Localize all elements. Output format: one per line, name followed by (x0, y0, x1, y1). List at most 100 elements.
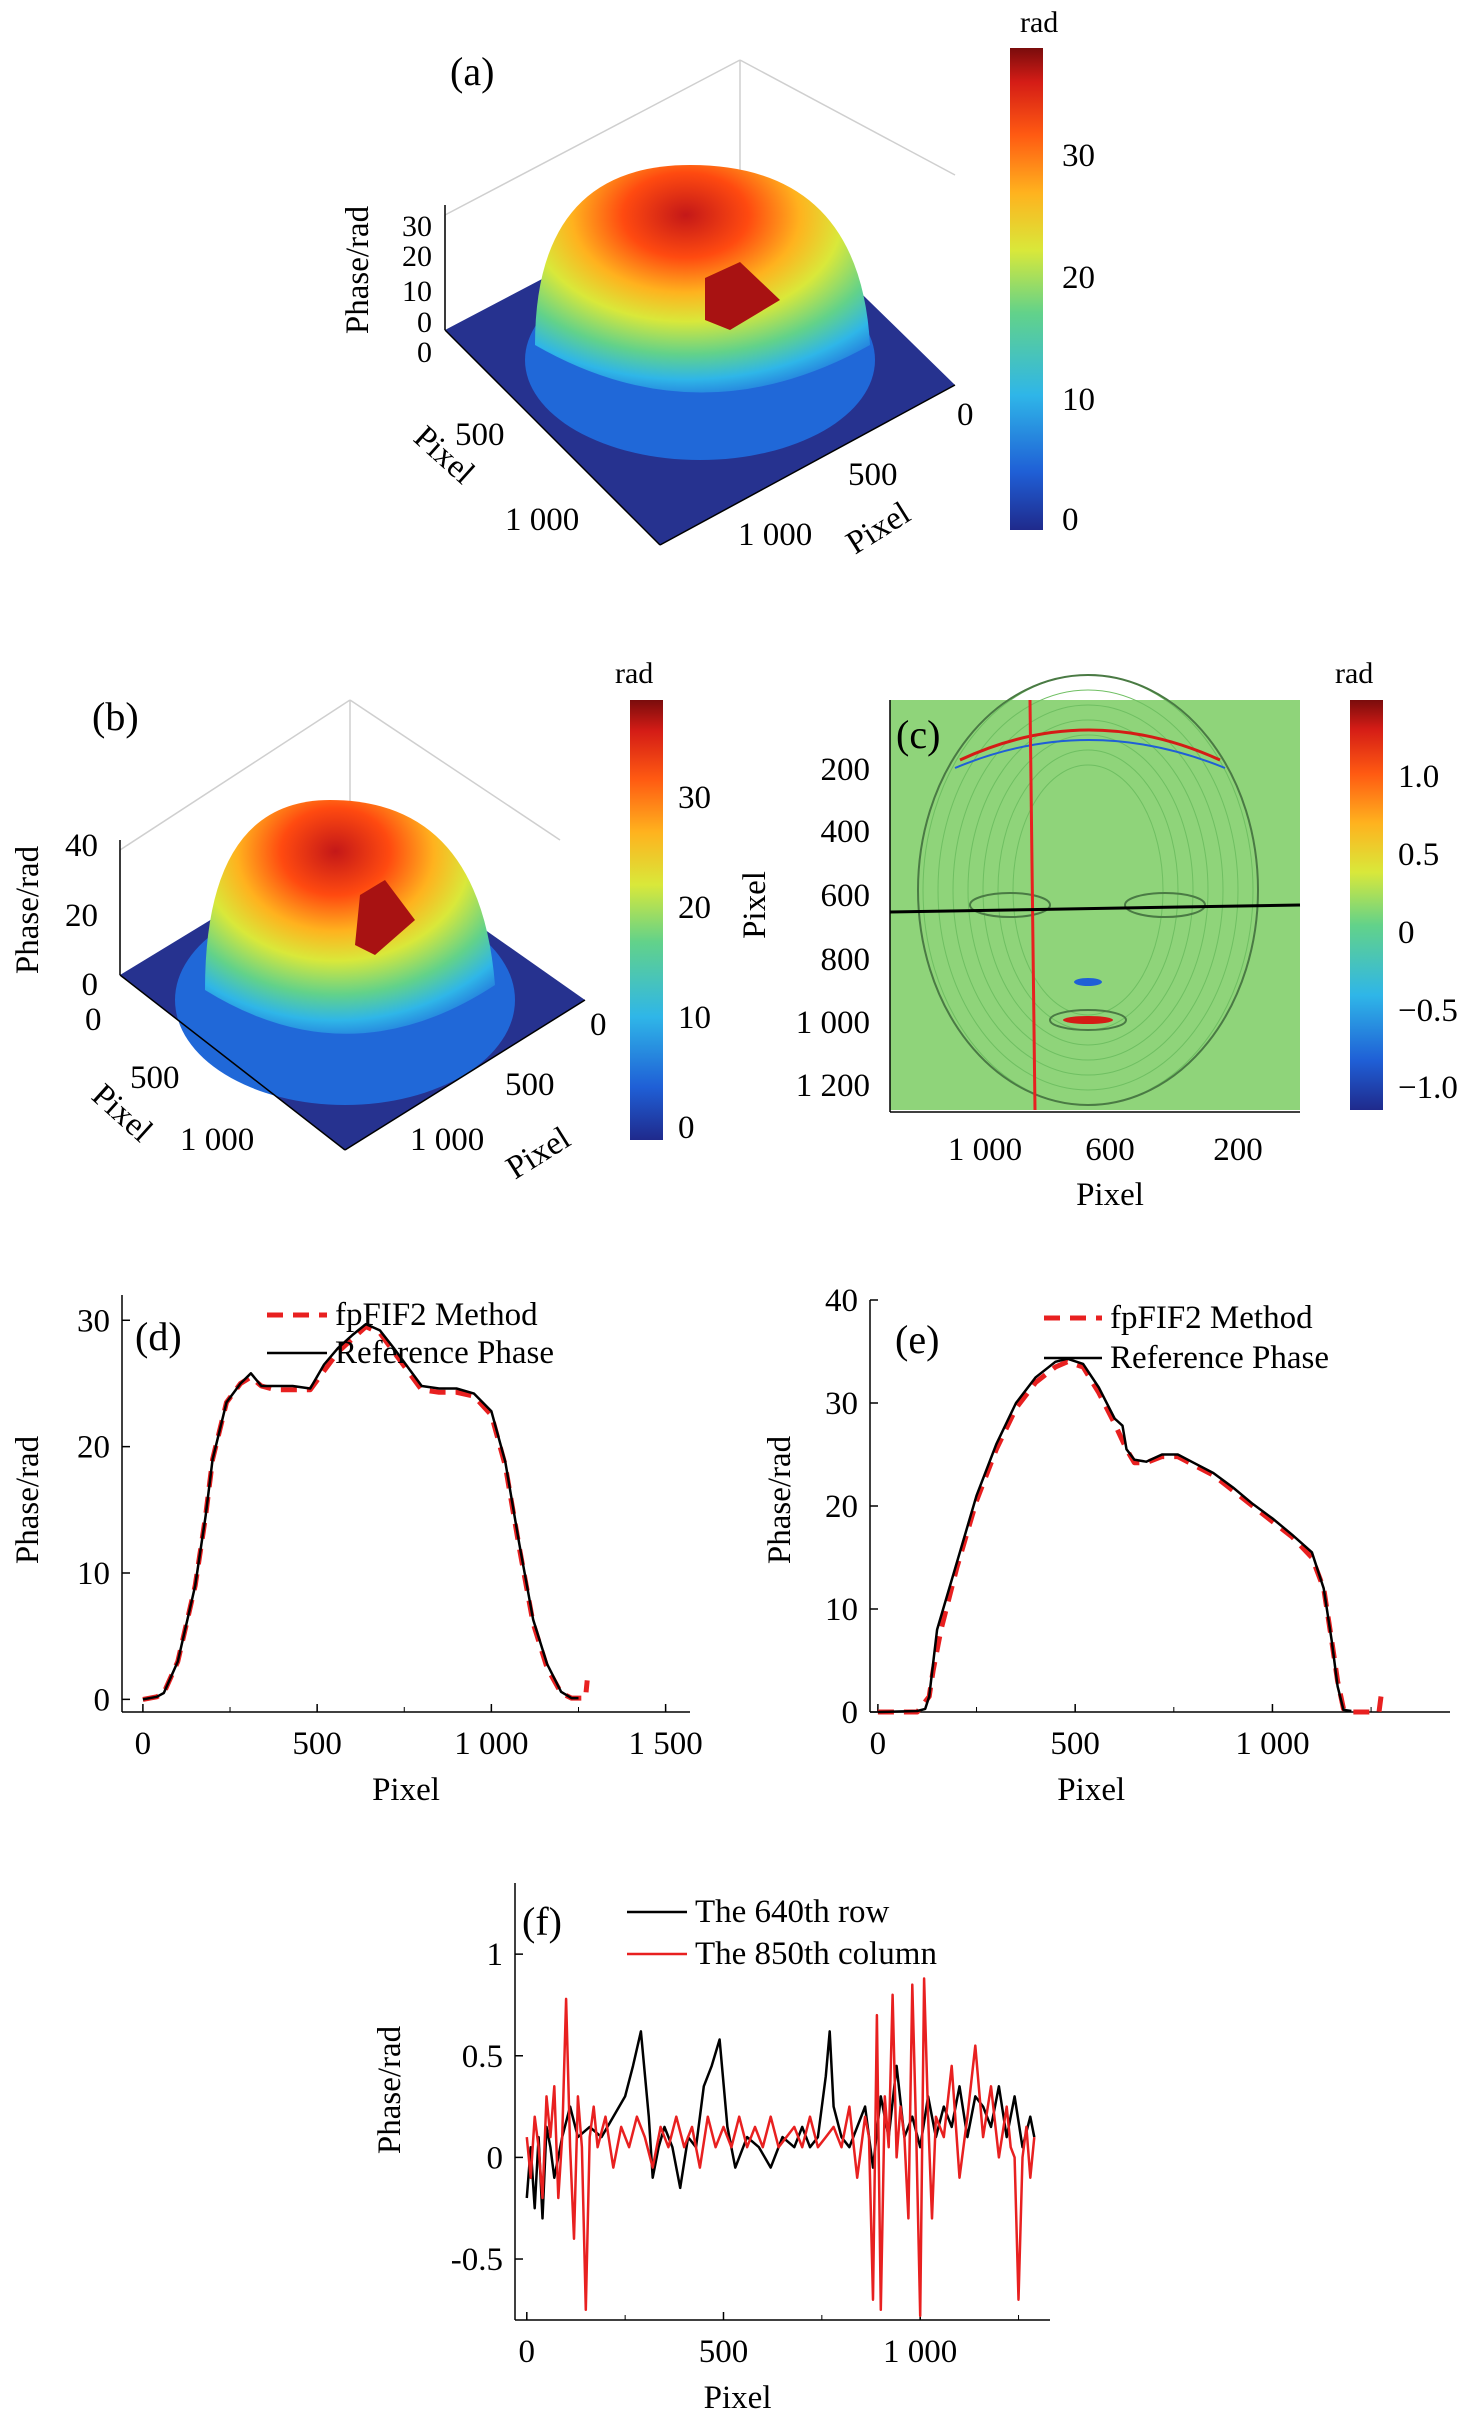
y-axis-label-f: Phase/rad (372, 2025, 408, 2154)
y-tick-label-e: 40 (825, 1283, 858, 1319)
y-tick-label-d: 20 (77, 1430, 110, 1466)
colorbar-tick-a-20: 20 (1062, 260, 1095, 296)
panel-label-d: (d) (135, 1314, 182, 1359)
colorbar-tick-b-10: 10 (678, 1000, 711, 1036)
z-tick-a-30: 30 (402, 210, 432, 243)
y-tick-c-1200: 1 200 (796, 1068, 870, 1104)
x-tick-label-f: 0 (519, 2334, 536, 2370)
y-tick-label-d: 0 (94, 1682, 111, 1718)
z-tick-a-0: 0 (417, 306, 432, 339)
y-tick-label-f: 1 (487, 1937, 504, 1973)
panel-b: (b) Phase/rad 40 20 0 0 500 1 000 Pixel … (10, 657, 711, 1187)
z-tick-b-20: 20 (65, 898, 98, 934)
z-tick-a-0b: 0 (417, 336, 432, 369)
y-axis-label-a: Pixel (840, 495, 917, 561)
x-tick-a-500: 500 (455, 417, 505, 453)
y-tick-b-0: 0 (590, 1007, 607, 1043)
legend-label-f-1: The 850th column (695, 1936, 937, 1972)
x-tick-b-500: 500 (130, 1060, 180, 1096)
y-tick-c-400: 400 (821, 814, 871, 850)
series-line-f-1 (525, 1977, 1036, 2318)
x-tick-label-d: 1 000 (454, 1726, 528, 1762)
panel-label-f: (f) (522, 1899, 562, 1944)
x-axis-label-d: Pixel (372, 1772, 440, 1808)
x-tick-a-1000: 1 000 (505, 502, 579, 538)
x-tick-label-d: 500 (292, 1726, 342, 1762)
x-tick-b-1000: 1 000 (180, 1122, 254, 1158)
y-tick-b-1000: 1 000 (410, 1122, 484, 1158)
face-outline (917, 674, 1259, 1106)
panel-a: (a) Phase/rad 30 20 10 0 0 500 1 000 Pix… (340, 6, 1095, 562)
colorbar-a (1010, 48, 1043, 530)
x-tick-c-600: 600 (1085, 1132, 1135, 1168)
z-axis-label-a: Phase/rad (340, 205, 376, 334)
x-tick-label-d: 1 500 (628, 1726, 702, 1762)
y-tick-c-200: 200 (821, 752, 871, 788)
colorbar-tick-c-neg1: −1.0 (1398, 1070, 1458, 1106)
colorbar-tick-c-neg0.5: −0.5 (1398, 993, 1458, 1029)
colorbar-c (1350, 700, 1383, 1110)
colorbar-tick-c-1: 1.0 (1398, 759, 1439, 795)
x-tick-label-e: 500 (1050, 1726, 1100, 1762)
y-axis-label-d: Phase/rad (10, 1435, 46, 1564)
row-profile-line (889, 903, 1301, 914)
y-axis-label-c: Pixel (737, 871, 773, 939)
y-tick-label-f: -0.5 (451, 2242, 503, 2278)
series-line-e-1 (877, 1357, 1352, 1714)
column-profile-line (1028, 699, 1037, 1111)
y-tick-label-f: 0 (487, 2140, 504, 2176)
z-axis-label-b: Phase/rad (10, 845, 46, 974)
x-tick-label-e: 1 000 (1235, 1726, 1309, 1762)
y-tick-a-0: 0 (957, 397, 974, 433)
x-tick-label-d: 0 (135, 1726, 152, 1762)
colorbar-tick-c-0.5: 0.5 (1398, 837, 1439, 873)
panel-c: (c) Pixel 200 400 600 800 1 000 1 200 1 … (737, 657, 1458, 1213)
y-tick-label-e: 10 (825, 1592, 858, 1628)
legend-label-d-1: Reference Phase (335, 1335, 554, 1371)
y-tick-label-e: 20 (825, 1489, 858, 1525)
y-tick-label-e: 30 (825, 1386, 858, 1422)
x-tick-label-f: 500 (699, 2334, 749, 2370)
panel-label-b: (b) (92, 694, 139, 739)
x-tick-label-f: 1 000 (883, 2334, 957, 2370)
colorbar-tick-c-0: 0 (1398, 915, 1415, 951)
panel-e: 0 500 1 000 0 10 20 30 40 (e) Pixel Phase/rad fpFIF… (762, 1283, 1450, 1808)
y-tick-label-f: 0.5 (462, 2039, 503, 2075)
series-line-f-0 (525, 2030, 1036, 2220)
y-tick-c-1000: 1 000 (796, 1005, 870, 1041)
colorbar-unit-a: rad (1020, 6, 1058, 39)
colorbar-unit-b: rad (615, 657, 653, 690)
y-axis-label-b: Pixel (500, 1120, 577, 1186)
x-tick-c-200: 200 (1213, 1132, 1263, 1168)
colorbar-tick-b-20: 20 (678, 890, 711, 926)
legend-label-e-1: Reference Phase (1110, 1340, 1329, 1376)
colorbar-tick-b-0: 0 (678, 1110, 695, 1146)
z-tick-a-20: 20 (402, 240, 432, 273)
z-tick-b-40: 40 (65, 828, 98, 864)
y-tick-a-500: 500 (848, 457, 898, 493)
y-tick-label-d: 10 (77, 1556, 110, 1592)
panel-label-a: (a) (450, 49, 494, 94)
panel-label-c: (c) (896, 712, 940, 757)
x-tick-b-0: 0 (85, 1002, 102, 1038)
z-tick-a-10: 10 (402, 275, 432, 308)
colorbar-unit-c: rad (1335, 657, 1373, 690)
x-tick-label-e: 0 (870, 1726, 887, 1762)
x-tick-c-1000: 1 000 (948, 1132, 1022, 1168)
x-axis-label-c: Pixel (1076, 1177, 1144, 1213)
y-axis-label-e: Phase/rad (762, 1435, 798, 1564)
panel-label-e: (e) (895, 1317, 939, 1362)
x-axis-label-f: Pixel (704, 2380, 772, 2416)
colorbar-tick-b-30: 30 (678, 780, 711, 816)
series-line-d-1 (142, 1322, 579, 1701)
colorbar-tick-a-30: 30 (1062, 138, 1095, 174)
y-tick-b-500: 500 (505, 1067, 555, 1103)
y-tick-label-d: 30 (77, 1303, 110, 1339)
y-tick-label-e: 0 (842, 1695, 859, 1731)
panel-f: 0 500 1 000 -0.5 0 0.5 1 (f) Pixel Phase/rad The 6… (372, 1883, 1050, 2416)
series-line-d-0 (142, 1324, 590, 1702)
x-axis-label-e: Pixel (1057, 1772, 1125, 1808)
panel-d: 0 500 1 000 1 500 0 10 20 30 (d) Pixel Phase/rad fp… (10, 1295, 703, 1808)
series-line-e-0 (877, 1359, 1384, 1715)
